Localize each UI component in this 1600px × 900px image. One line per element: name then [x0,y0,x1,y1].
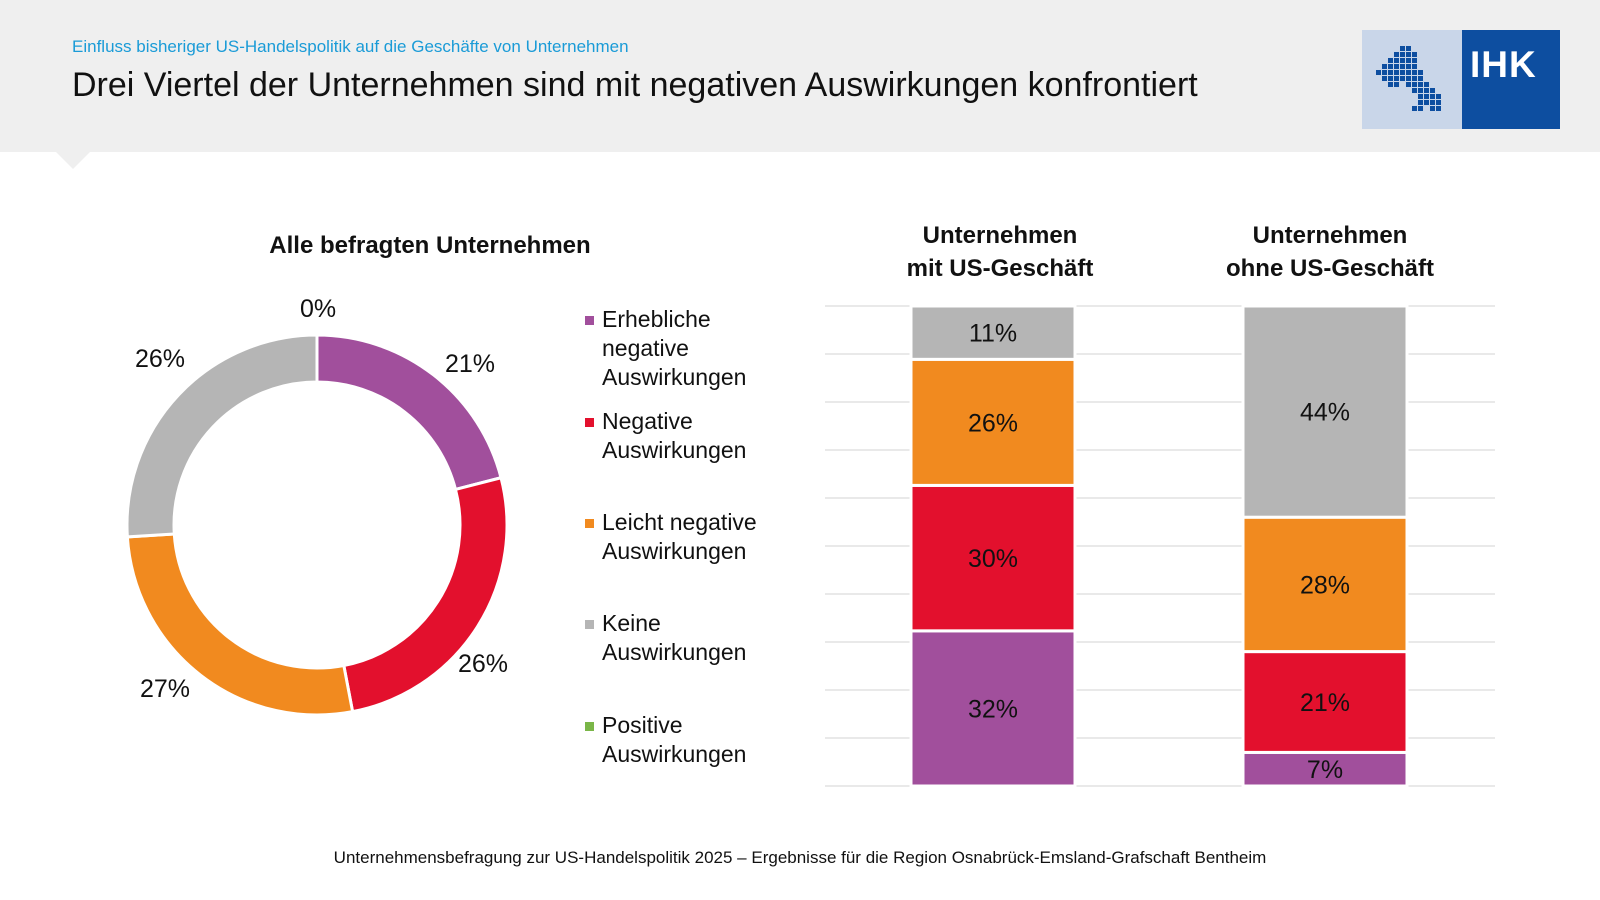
bar-label-keine-mit: 11% [969,320,1017,348]
ihk-logo: IHK [1362,30,1560,129]
bar-label-negativ-mit: 30% [968,545,1018,573]
bar-title-ohne-line1: Unternehmen [1252,222,1408,249]
bar-title-mit-us: Unternehmen mit US-Geschäft [860,219,1140,285]
bar-label-erheblich-mit: 32% [968,695,1018,723]
legend-label-leicht: Leicht negative Auswirkungen [602,509,757,564]
donut-label-positiv: 0% [300,295,337,323]
logo-map-panel [1362,30,1462,129]
bar-label-leicht-mit: 26% [968,409,1018,437]
bar-segment-negativ-mit [909,483,1077,633]
slide-kicker: Einfluss bisheriger US-Handelspolitik au… [72,37,629,56]
legend-label-positiv: Positive Auswirkungen [602,712,747,767]
legend-swatch-leicht [585,519,594,528]
bar-title-ohne-line2: ohne US-Geschäft [1225,255,1435,282]
bar-title-ohne-us: Unternehmen ohne US-Geschäft [1190,219,1470,285]
stacked-bar-chart: 32% 30% 26% 11% 7% 21% 28% 44% [825,304,1495,788]
bar-label-negativ-ohne: 21% [1300,689,1350,717]
donut-label-negativ: 26% [458,650,509,678]
donut-chart [125,333,509,717]
header-band [0,0,1600,152]
legend-swatch-keine [585,620,594,629]
bar-title-mit-line1: Unternehmen [922,222,1078,249]
bar-label-erheblich-ohne: 7% [1307,756,1343,784]
logo-text-panel: IHK [1462,30,1560,129]
donut-label-leicht: 27% [140,675,191,703]
legend-label-keine: Keine Auswirkungen [602,610,747,665]
bar-segment-keine-ohne [1241,304,1409,519]
bar-title-mit-line2: mit US-Geschäft [906,255,1094,282]
legend-label-erheblich: Erhebliche negative Auswirkungen [602,306,747,390]
legend-swatch-erheblich [585,316,594,325]
legend-swatch-negativ [585,418,594,427]
bar-segment-leicht-mit [909,357,1077,487]
header-pointer [56,152,90,169]
bar-segment-keine-mit [909,304,1077,361]
bar-label-leicht-ohne: 28% [1300,571,1350,599]
slide-headline: Drei Viertel der Unternehmen sind mit ne… [72,66,1198,104]
donut-label-erheblich: 21% [445,350,496,378]
logo-text: IHK [1470,44,1537,85]
legend-swatch-positiv [585,722,594,731]
donut-chart-title: Alle befragten Unternehmen [269,232,591,259]
bar-label-keine-ohne: 44% [1300,399,1350,427]
donut-label-keine: 26% [135,345,186,373]
donut-slice-keine [125,333,319,539]
region-map-icon [1376,46,1441,111]
slide-footer: Unternehmensbefragung zur US-Handelspoli… [333,848,1267,867]
legend-label-negativ: Negative Auswirkungen [602,408,747,463]
